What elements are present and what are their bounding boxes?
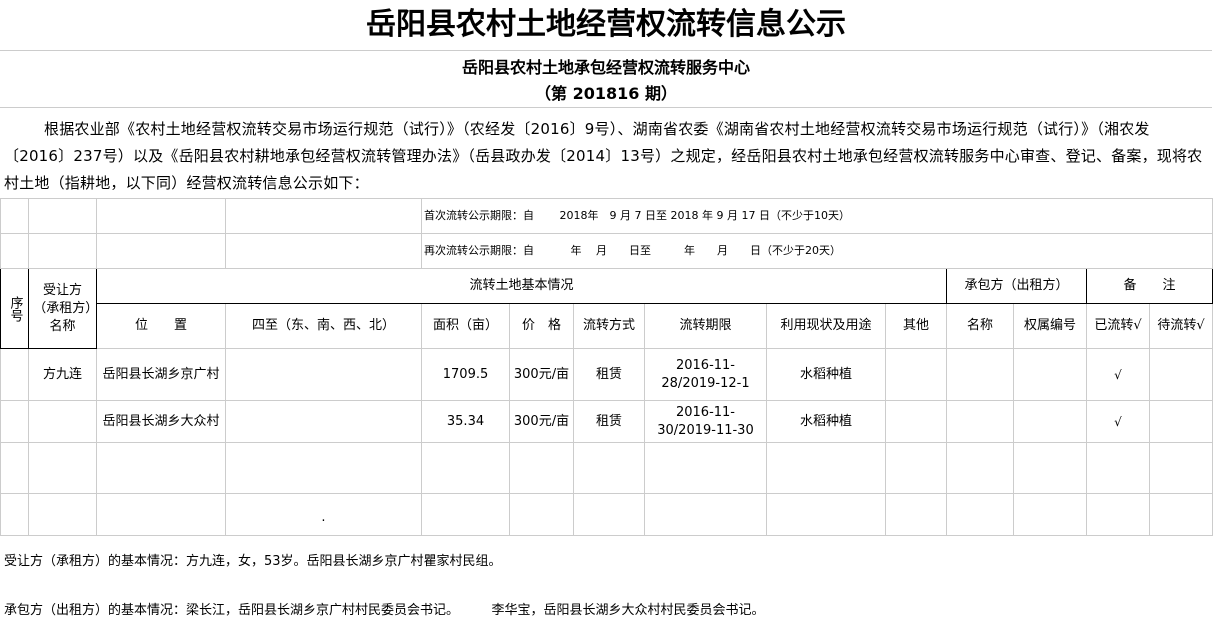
cell-transferee [28,400,97,443]
subtitle: 岳阳县农村土地承包经营权流转服务中心 [461,58,750,77]
header-location: 位 置 [96,303,226,349]
cell-price: 300元/亩 [509,400,574,443]
cell-usage: 水稻种植 [766,400,886,443]
header-area: 面积（亩） [421,303,510,349]
header-price: 价 格 [509,303,574,349]
header-mode: 流转方式 [573,303,645,349]
cell-location: 岳阳县长湖乡大众村 [96,400,226,443]
issue-number: （第 201816 期） [535,84,677,103]
header-lessor: 承包方（出租方） [946,268,1087,304]
cell-name [946,400,1014,443]
header-name: 名称 [946,303,1014,349]
cell-location: 岳阳县长湖乡京广村 [96,348,226,401]
lessor-info: 承包方（出租方）的基本情况：梁长江，岳阳县长湖乡京广村村民委员会书记。 李华宝，… [4,603,765,618]
cell-owner-no [1013,348,1087,401]
header-usage: 利用现状及用途 [766,303,886,349]
cell-other [885,400,947,443]
cell-price: 300元/亩 [509,348,574,401]
header-seq: 序号 [0,268,29,349]
page-title: 岳阳县农村土地经营权流转信息公示 [0,0,1212,51]
cell-name [946,348,1014,401]
cell-bounds [225,400,422,443]
subtitle-block: 岳阳县农村土地承包经营权流转服务中心 （第 201816 期） [0,51,1212,108]
header-owner-no: 权属编号 [1013,303,1087,349]
empty-row: . [0,493,1213,536]
cell-other [885,348,947,401]
header-transferee: 受让方（承租方）名称 [28,268,97,349]
cell-done: √ [1086,348,1150,401]
cell-pending [1149,348,1213,401]
stray-dot: . [225,493,422,536]
empty-row [0,442,1213,494]
header-other: 其他 [885,303,947,349]
header-term: 流转期限 [644,303,767,349]
header-remark: 备 注 [1086,268,1213,304]
cell-bounds [225,348,422,401]
header-pending: 待流转√ [1149,303,1213,349]
header-done: 已流转√ [1086,303,1150,349]
cell-usage: 水稻种植 [766,348,886,401]
table-row: 岳阳县长湖乡大众村 35.34 300元/亩 租赁 2016-11-30/201… [0,400,1213,443]
header-bounds: 四至（东、南、西、北） [225,303,422,349]
first-period: 首次流转公示期限：自 2018年 9 月 7 日至 2018 年 9 月 17 … [421,198,1213,234]
cell-term: 2016-11-28/2019-12-1 [644,348,767,401]
cell-seq [0,400,29,443]
transfer-table: 首次流转公示期限：自 2018年 9 月 7 日至 2018 年 9 月 17 … [0,198,1213,536]
cell-term: 2016-11-30/2019-11-30 [644,400,767,443]
cell-owner-no [1013,400,1087,443]
cell-area: 1709.5 [421,348,510,401]
second-period: 再次流转公示期限：自 年 月 日至 年 月 日（不少于20天） [421,233,1213,269]
intro-paragraph: 根据农业部《农村土地经营权流转交易市场运行规范（试行）》（农经发〔2016〕9号… [4,120,1203,192]
header-basic: 流转土地基本情况 [96,268,947,304]
cell-done: √ [1086,400,1150,443]
cell-seq [0,348,29,401]
cell-area: 35.34 [421,400,510,443]
cell-mode: 租赁 [573,400,645,443]
transferee-info: 受让方（承租方）的基本情况：方九连，女，53岁。岳阳县长湖乡京广村瞿家村民组。 [4,554,502,569]
table-row: 方九连 岳阳县长湖乡京广村 1709.5 300元/亩 租赁 2016-11-2… [0,348,1213,401]
cell-mode: 租赁 [573,348,645,401]
cell-pending [1149,400,1213,443]
cell-transferee: 方九连 [28,348,97,401]
